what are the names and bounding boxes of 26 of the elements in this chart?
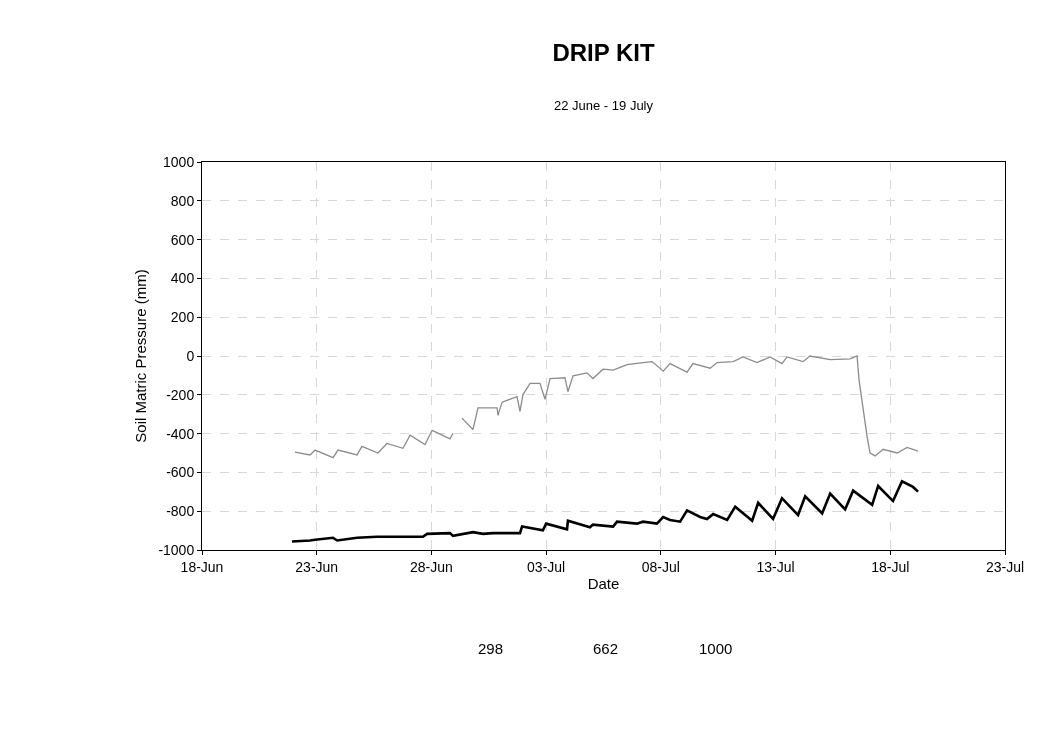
x-tick-label: 28-Jun <box>410 558 453 575</box>
y-tick-label: 1000 <box>163 153 195 170</box>
y-axis-title: Soil Matric Pressure (mm) <box>131 269 149 443</box>
x-tick-label: 18-Jun <box>180 558 224 575</box>
y-tick-label: 400 <box>170 270 195 287</box>
y-tick-label: -600 <box>166 464 195 481</box>
chart-subtitle: 22 June - 19 July <box>554 98 654 113</box>
y-tick-label: -200 <box>166 386 195 403</box>
chart-title: DRIP KIT <box>552 38 655 66</box>
y-tick-label: 0 <box>186 347 195 364</box>
y-tick-label: -800 <box>166 503 195 520</box>
x-tick-label: 18-Jul <box>871 558 910 575</box>
y-tick-label: 200 <box>170 309 195 326</box>
x-tick-label: 23-Jun <box>295 558 339 575</box>
x-tick-label: 13-Jul <box>756 558 795 575</box>
x-tick-label: 23-Jul <box>985 558 1025 575</box>
text: 1000 <box>699 640 733 657</box>
y-tick-label: 800 <box>170 192 195 209</box>
x-axis-title: Date <box>587 574 620 592</box>
text: 662 <box>593 640 619 657</box>
x-tick-label: 08-Jul <box>641 558 680 575</box>
y-tick-label: 600 <box>170 231 195 248</box>
x-tick-label: 03-Jul <box>527 558 566 575</box>
text: 298 <box>478 640 504 657</box>
y-tick-label: -400 <box>166 425 195 442</box>
y-tick-label: -1000 <box>158 541 195 558</box>
